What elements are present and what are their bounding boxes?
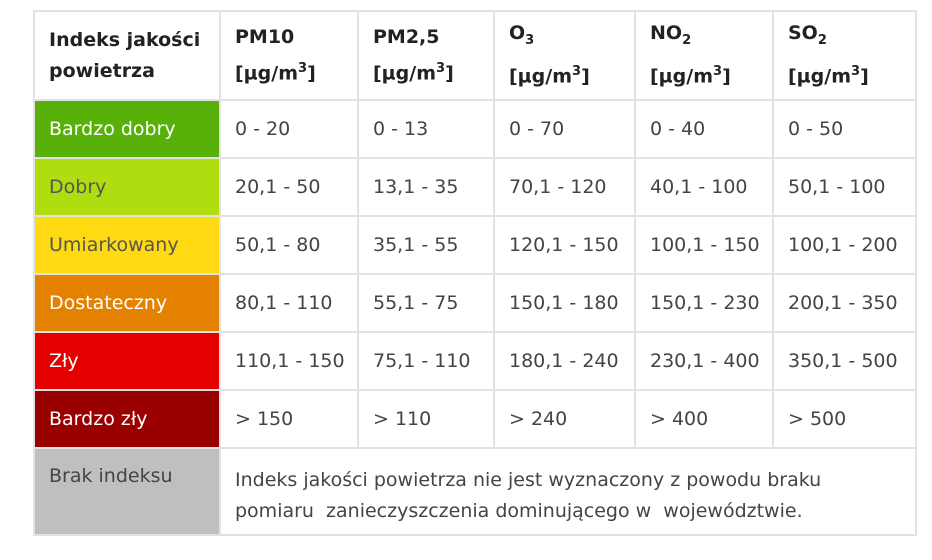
- header-cell: NO2 [µg/m3]: [634, 10, 774, 101]
- range-cell: > 150: [219, 389, 359, 449]
- no-index-note: Indeks jakości powietrza nie jest wyznac…: [219, 447, 917, 536]
- note-line: Indeks jakości powietrza nie jest wyznac…: [235, 469, 822, 491]
- unit: [µg/m: [235, 62, 299, 85]
- table-body: Bardzo dobry 0 - 20 0 - 13 0 - 70 0 - 40 0 - …: [33, 99, 917, 536]
- unit-close: ]: [307, 62, 316, 85]
- air-quality-table: Indeks jakości powietrza PM10 [µg/m3] PM2,5[…: [33, 10, 917, 536]
- range-cell: 35,1 - 55: [357, 215, 495, 275]
- unit: [µg/m: [650, 65, 714, 88]
- pollutant-name: O: [509, 22, 526, 45]
- header-name-line: PM2,5: [373, 22, 492, 53]
- header-unit-line: [µg/m3]: [373, 53, 492, 89]
- unit-superscript: 3: [572, 64, 582, 80]
- header-unit-line: [µg/m3]: [509, 56, 633, 92]
- unit: [µg/m: [509, 65, 573, 88]
- pollutant-subscript: 3: [525, 33, 535, 49]
- index-level: Umiarkowany: [33, 215, 221, 275]
- index-row: Dobry 20,1 - 50 13,1 - 35 70,1 - 120 40,1 - …: [33, 157, 917, 217]
- range-cell: 150,1 - 230: [634, 273, 774, 333]
- range-cell: 50,1 - 100: [772, 157, 917, 217]
- range-cell: 100,1 - 150: [634, 215, 774, 275]
- range-cell: 55,1 - 75: [357, 273, 495, 333]
- range-cell: 230,1 - 400: [634, 331, 774, 391]
- header-cell: Indeks jakości powietrza: [33, 10, 221, 101]
- range-cell: > 110: [357, 389, 495, 449]
- range-cell: 50,1 - 80: [219, 215, 359, 275]
- range-cell: 40,1 - 100: [634, 157, 774, 217]
- range-cell: 100,1 - 200: [772, 215, 917, 275]
- range-cell: 80,1 - 110: [219, 273, 359, 333]
- range-cell: > 400: [634, 389, 774, 449]
- unit-close: ]: [860, 65, 869, 88]
- range-cell: 110,1 - 150: [219, 331, 359, 391]
- index-level: Bardzo zły: [33, 389, 221, 449]
- unit-superscript: 3: [851, 64, 861, 80]
- range-cell: 0 - 50: [772, 99, 917, 159]
- pollutant-subscript: 2: [817, 33, 827, 49]
- pollutant-name: NO: [650, 22, 683, 45]
- pollutant-name: PM2,5: [373, 25, 440, 48]
- index-level: Zły: [33, 331, 221, 391]
- range-cell: 0 - 40: [634, 99, 774, 159]
- header-cell: PM2,5 [µg/m3]: [357, 10, 495, 101]
- range-cell: 150,1 - 180: [493, 273, 636, 333]
- header-unit-line: [µg/m3]: [235, 53, 356, 89]
- index-row: Bardzo dobry 0 - 20 0 - 13 0 - 70 0 - 40 0 - …: [33, 99, 917, 159]
- header-name-line: NO2: [650, 18, 771, 56]
- table-header: Indeks jakości powietrza PM10 [µg/m3] PM2,5[…: [33, 10, 917, 101]
- range-cell: 75,1 - 110: [357, 331, 495, 391]
- index-level: Brak indeksu: [33, 447, 221, 536]
- range-cell: > 240: [493, 389, 636, 449]
- pollutant-name: PM10: [235, 25, 295, 48]
- range-cell: 0 - 13: [357, 99, 495, 159]
- index-row: Bardzo zły > 150 > 110 > 240 > 400 > 500: [33, 389, 917, 449]
- index-row: Umiarkowany 50,1 - 80 35,1 - 55 120,1 - 150…: [33, 215, 917, 275]
- pollutant-subscript: 2: [682, 33, 692, 49]
- index-level: Dobry: [33, 157, 221, 217]
- unit-close: ]: [445, 62, 454, 85]
- header-name-line: SO2: [788, 18, 914, 56]
- header-cell: SO2 [µg/m3]: [772, 10, 917, 101]
- header-name-line: PM10: [235, 22, 356, 53]
- index-level: Dostateczny: [33, 273, 221, 333]
- note-line: pomiaru zanieczyszczenia dominującego w …: [235, 500, 803, 522]
- unit: [µg/m: [373, 62, 437, 85]
- header-line: Indeks jakości: [49, 28, 201, 51]
- unit-superscript: 3: [436, 60, 446, 76]
- range-cell: 0 - 20: [219, 99, 359, 159]
- unit-close: ]: [722, 65, 731, 88]
- index-row: Dostateczny 80,1 - 110 55,1 - 75 150,1 - 18…: [33, 273, 917, 333]
- header-line: powietrza: [49, 59, 155, 82]
- range-cell: 70,1 - 120: [493, 157, 636, 217]
- range-cell: 20,1 - 50: [219, 157, 359, 217]
- unit: [µg/m: [788, 65, 852, 88]
- unit-superscript: 3: [298, 60, 308, 76]
- index-row: Zły 110,1 - 150 75,1 - 110 180,1 - 240 230,1…: [33, 331, 917, 391]
- range-cell: 120,1 - 150: [493, 215, 636, 275]
- range-cell: 350,1 - 500: [772, 331, 917, 391]
- header-cell: PM10 [µg/m3]: [219, 10, 359, 101]
- range-cell: 180,1 - 240: [493, 331, 636, 391]
- range-cell: 200,1 - 350: [772, 273, 917, 333]
- range-cell: 13,1 - 35: [357, 157, 495, 217]
- header-cell: O3 [µg/m3]: [493, 10, 636, 101]
- range-cell: > 500: [772, 389, 917, 449]
- header-unit-line: [µg/m3]: [650, 56, 771, 92]
- header-unit-line: [µg/m3]: [788, 56, 914, 92]
- pollutant-name: SO: [788, 22, 818, 45]
- unit-close: ]: [581, 65, 590, 88]
- header-row: Indeks jakości powietrza PM10 [µg/m3] PM2,5[…: [33, 10, 917, 101]
- no-index-row: Brak indeksu Indeks jakości powietrza nie…: [33, 447, 917, 536]
- range-cell: 0 - 70: [493, 99, 636, 159]
- unit-superscript: 3: [713, 64, 723, 80]
- index-level: Bardzo dobry: [33, 99, 221, 159]
- header-name-line: O3: [509, 18, 633, 56]
